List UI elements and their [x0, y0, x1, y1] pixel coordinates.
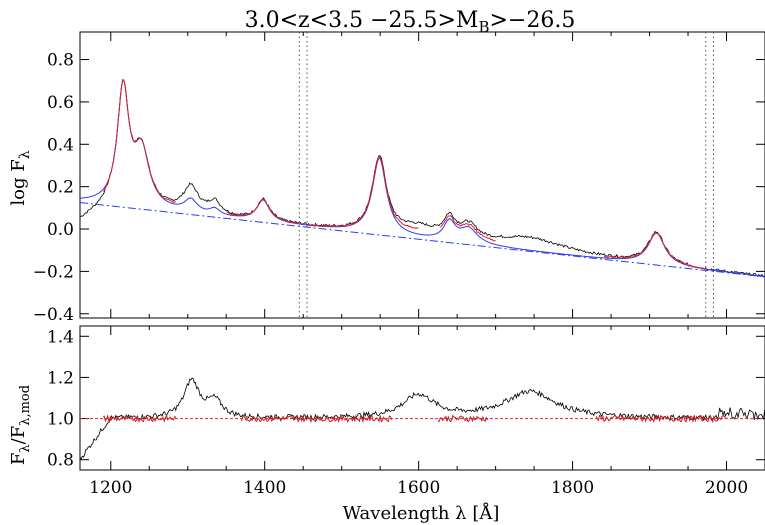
model-spectrum-line: [79, 79, 765, 277]
fit-region-line: [226, 198, 300, 225]
fit-region-line: [439, 215, 496, 242]
top-ylabel: log Fλ: [8, 150, 33, 205]
ratio-fit-line: [437, 414, 488, 423]
bottom-xtick-label: 1600: [397, 478, 440, 498]
observed-spectrum-line: [79, 79, 765, 278]
ratio-fit-line: [241, 413, 393, 424]
ratio-fit-line: [595, 413, 727, 424]
top-ytick-label: 0.4: [47, 135, 74, 155]
fit-region-line: [307, 155, 419, 230]
xlabel: Wavelength λ [Å]: [343, 502, 500, 524]
top-ytick-label: −0.2: [33, 262, 74, 282]
continuum-line: [79, 202, 765, 278]
bottom-xtick-label: 1400: [243, 478, 286, 498]
top-ytick-label: 0.2: [47, 178, 74, 198]
bottom-ytick-label: 1.4: [47, 327, 74, 347]
bottom-xtick-label: 2000: [705, 478, 748, 498]
top-panel: −0.4 −0.2 0.0 0.2 0.4 0.6 0.8: [33, 31, 765, 325]
bottom-ytick-label: 1.0: [47, 410, 74, 430]
fit-region-line: [102, 78, 177, 203]
bottom-panel: 0.8 1.0 1.2 1.4 1200 1400 1600 1800 2000: [47, 325, 765, 498]
top-ytick-label: 0.0: [47, 220, 74, 240]
bottom-ytick-label: 0.8: [47, 451, 74, 471]
top-ytick-label: 0.8: [47, 51, 74, 71]
top-frame: [79, 31, 765, 319]
bottom-xtick-label: 1800: [551, 478, 594, 498]
bottom-ylabel: Fλ/Fλ,mod: [8, 385, 33, 465]
chart-title: 3.0<z<3.5 −25.5>MB>−26.5: [245, 8, 576, 36]
top-ytick-label: −0.4: [33, 305, 74, 325]
bottom-xtick-label: 1200: [89, 478, 132, 498]
ratio-line: [79, 377, 765, 460]
bottom-ytick-label: 1.2: [47, 368, 74, 388]
top-ytick-label: 0.6: [47, 93, 74, 113]
bottom-frame: [79, 325, 765, 471]
fit-region-line: [603, 232, 708, 271]
